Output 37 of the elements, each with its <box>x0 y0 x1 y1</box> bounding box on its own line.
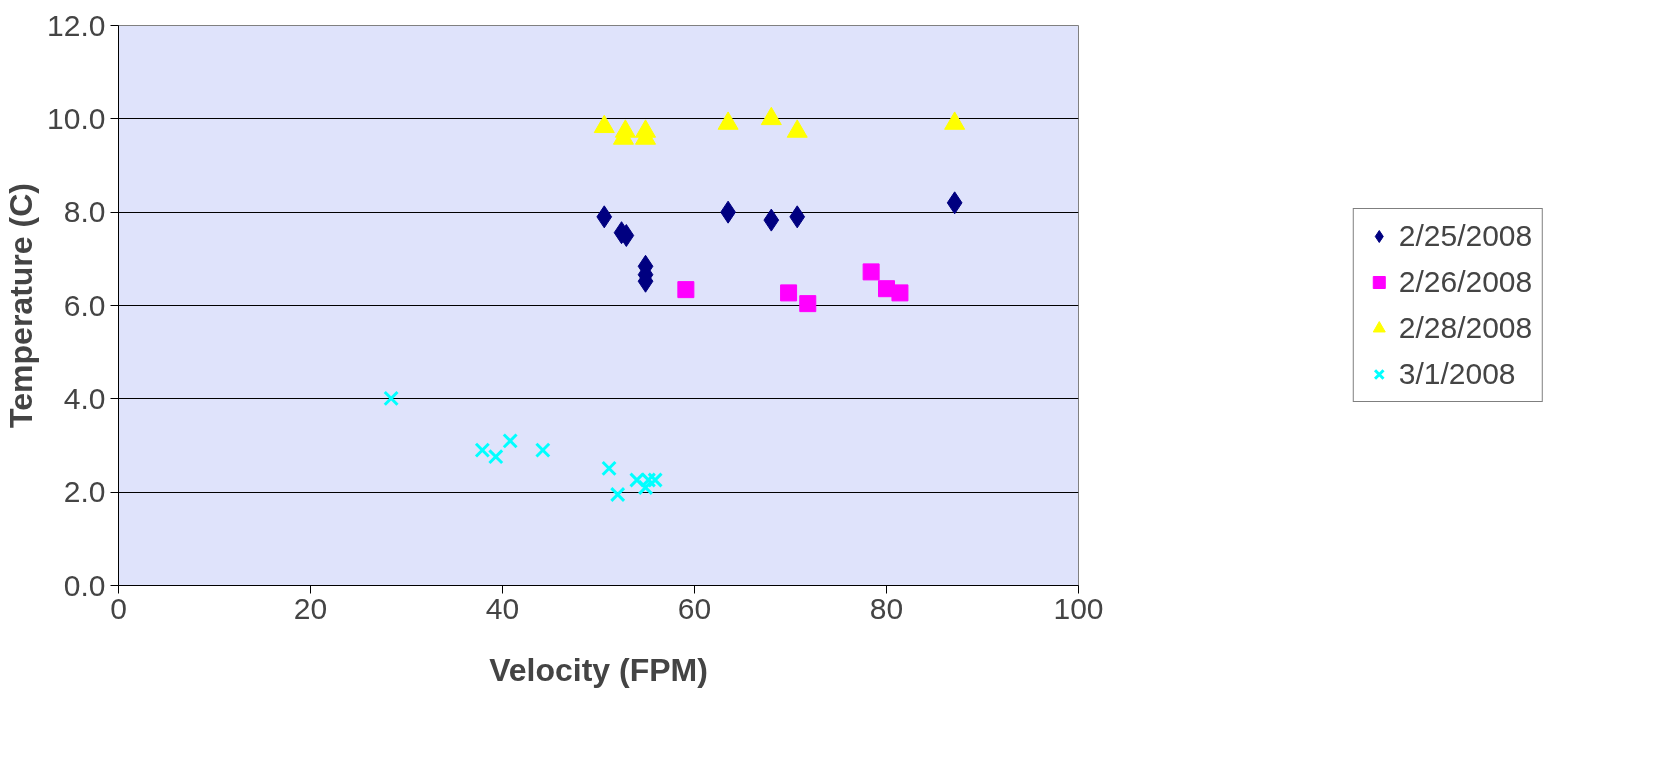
point <box>799 295 817 313</box>
x-tick-label: 80 <box>869 591 904 625</box>
y-tick-label: 6.0 <box>63 288 106 322</box>
point <box>763 208 780 232</box>
point <box>862 263 880 281</box>
legend-label: 2/25/2008 <box>1398 219 1533 253</box>
point <box>946 191 963 215</box>
point <box>609 486 626 503</box>
point <box>601 460 617 477</box>
x-tick-label: 40 <box>485 591 520 625</box>
legend-label: 2/26/2008 <box>1398 265 1533 299</box>
point <box>474 442 491 459</box>
x-tick-label: 100 <box>1053 591 1104 625</box>
point <box>637 479 654 496</box>
legend-label: 3/1/2008 <box>1398 357 1516 391</box>
point <box>780 284 798 302</box>
legend-label: 2/28/2008 <box>1398 311 1533 345</box>
point <box>596 205 613 229</box>
x-axis-title: Velocity (FPM) <box>489 651 708 688</box>
point <box>534 442 551 459</box>
x-tick-label: 60 <box>677 591 712 625</box>
y-tick-label: 0.0 <box>63 568 106 602</box>
point <box>647 472 663 488</box>
y-tick-label: 2.0 <box>63 475 106 509</box>
y-axis-title: Temperature (C) <box>3 183 40 428</box>
y-tick-label: 12.0 <box>47 8 106 42</box>
y-tick-label: 4.0 <box>63 381 106 415</box>
point <box>891 284 909 302</box>
y-tick-label: 10.0 <box>47 101 106 135</box>
point <box>677 281 695 299</box>
point <box>487 448 504 465</box>
point <box>383 390 399 407</box>
point <box>789 205 806 229</box>
x-tick-label: 20 <box>293 591 328 625</box>
x-tick-label: 0 <box>110 591 127 625</box>
point <box>502 432 519 449</box>
y-tick-label: 8.0 <box>63 195 106 229</box>
